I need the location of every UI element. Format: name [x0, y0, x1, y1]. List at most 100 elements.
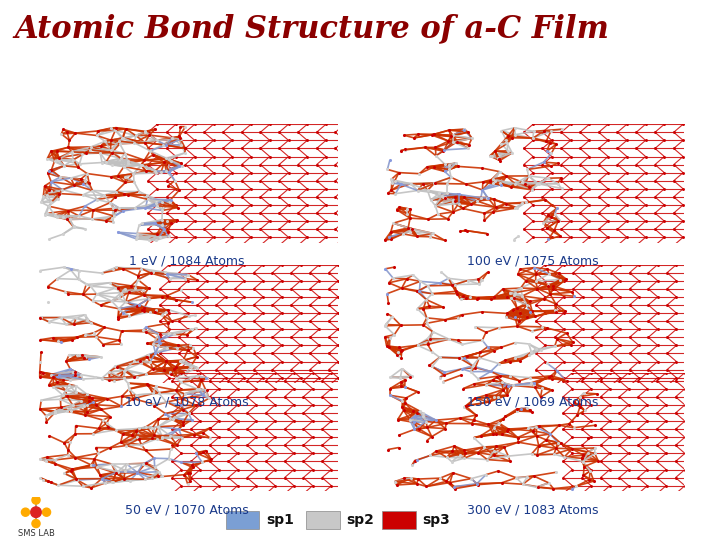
Point — [595, 457, 606, 466]
Point — [269, 481, 281, 490]
Point — [66, 336, 77, 345]
Point — [457, 204, 469, 213]
Point — [61, 127, 73, 136]
Point — [526, 185, 537, 194]
Point — [652, 260, 663, 269]
Point — [142, 193, 153, 201]
Point — [43, 381, 55, 389]
Point — [179, 148, 191, 157]
Point — [151, 168, 163, 177]
Point — [546, 201, 557, 210]
Point — [577, 357, 588, 366]
Point — [90, 373, 102, 382]
Point — [398, 131, 410, 139]
Point — [557, 457, 569, 466]
Point — [119, 173, 130, 181]
Point — [624, 349, 635, 358]
Point — [690, 260, 701, 269]
Point — [690, 309, 701, 318]
Point — [500, 313, 512, 321]
Point — [266, 301, 278, 309]
Point — [288, 449, 300, 458]
Point — [487, 376, 498, 384]
Point — [421, 436, 433, 445]
Point — [285, 349, 297, 358]
Point — [660, 465, 672, 474]
Point — [285, 333, 297, 342]
Point — [431, 416, 442, 424]
Point — [501, 139, 513, 148]
Point — [194, 465, 206, 474]
Point — [536, 209, 548, 218]
Point — [384, 342, 395, 351]
Point — [649, 160, 661, 169]
Point — [649, 193, 661, 201]
Point — [238, 293, 250, 301]
Point — [139, 127, 150, 136]
Point — [274, 128, 285, 137]
Point — [192, 381, 203, 390]
Point — [83, 355, 94, 363]
Point — [482, 193, 493, 202]
Point — [49, 408, 60, 417]
Point — [217, 160, 229, 169]
Point — [614, 293, 626, 301]
Text: 10 eV / 1078 Atoms: 10 eV / 1078 Atoms — [125, 395, 249, 408]
Point — [170, 363, 181, 372]
Point — [119, 190, 130, 198]
Point — [104, 412, 116, 421]
Point — [229, 333, 240, 342]
Point — [161, 128, 172, 137]
Point — [42, 169, 54, 178]
Point — [477, 178, 489, 186]
Point — [182, 325, 194, 334]
Point — [660, 449, 672, 458]
Point — [551, 204, 562, 213]
Point — [118, 374, 130, 383]
Point — [186, 298, 198, 307]
Point — [593, 209, 605, 218]
Point — [501, 391, 513, 400]
Point — [81, 408, 93, 416]
Point — [184, 340, 195, 349]
Point — [53, 371, 65, 380]
Point — [161, 344, 173, 353]
Point — [670, 376, 681, 385]
Point — [508, 235, 520, 244]
Point — [528, 379, 540, 388]
Point — [288, 481, 300, 490]
Point — [623, 449, 634, 458]
Point — [621, 185, 633, 193]
Point — [257, 260, 269, 269]
Point — [576, 441, 588, 450]
Bar — [225, 511, 258, 529]
Point — [412, 387, 423, 396]
Point — [185, 409, 197, 417]
Point — [546, 152, 557, 161]
Point — [424, 451, 436, 460]
Point — [509, 124, 521, 132]
Point — [670, 441, 681, 450]
Point — [314, 293, 325, 301]
Point — [148, 268, 159, 276]
Point — [246, 201, 257, 210]
Point — [652, 341, 663, 350]
Point — [146, 474, 158, 483]
Point — [274, 241, 285, 249]
Point — [43, 235, 55, 244]
Point — [558, 260, 570, 269]
Point — [577, 457, 589, 466]
Point — [248, 268, 259, 277]
Point — [180, 123, 192, 131]
Point — [143, 284, 154, 293]
Point — [424, 232, 436, 241]
Point — [395, 377, 407, 386]
Point — [642, 268, 654, 277]
Point — [679, 384, 690, 393]
Point — [586, 301, 598, 309]
Point — [105, 136, 117, 145]
Point — [555, 177, 567, 185]
Point — [632, 441, 644, 450]
Point — [495, 343, 507, 352]
Point — [521, 313, 533, 322]
